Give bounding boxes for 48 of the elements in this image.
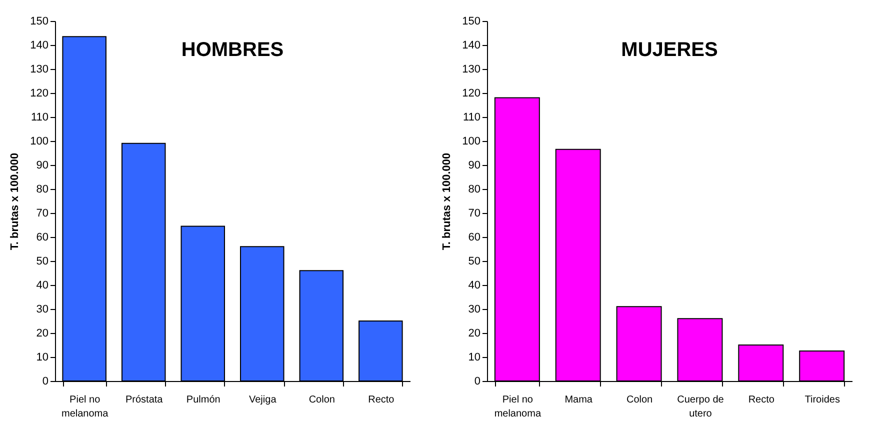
x-tick-label: Cuerpo de utero bbox=[677, 394, 724, 420]
y-tick-label: 30 bbox=[36, 304, 48, 316]
x-tick-label: Recto bbox=[368, 394, 395, 406]
y-tick-label: 130 bbox=[30, 64, 48, 76]
x-tick-label: Piel no melanoma bbox=[494, 394, 542, 420]
y-tick-label: 20 bbox=[468, 328, 480, 340]
y-tick-label: 140 bbox=[30, 40, 48, 52]
y-tick-label: 90 bbox=[36, 160, 48, 172]
y-tick-label: 100 bbox=[462, 136, 480, 148]
y-tick-label: 40 bbox=[468, 280, 480, 292]
x-tick-label: Colon bbox=[308, 394, 335, 406]
y-tick-label: 30 bbox=[468, 304, 480, 316]
y-tick-label: 110 bbox=[30, 112, 48, 124]
y-tick-label: 80 bbox=[36, 184, 48, 196]
y-tick-label: 60 bbox=[468, 232, 480, 244]
y-tick-label: 120 bbox=[462, 88, 480, 100]
x-tick-label: Colon bbox=[626, 394, 653, 406]
x-tick-label: Mama bbox=[564, 394, 593, 406]
x-tick-label: Tiroides bbox=[804, 394, 840, 406]
y-tick-label: 150 bbox=[30, 16, 48, 28]
y-tick-label: 20 bbox=[36, 328, 48, 340]
y-tick-label: 70 bbox=[36, 208, 48, 220]
y-tick-label: 110 bbox=[462, 112, 480, 124]
y-tick-label: 140 bbox=[462, 40, 480, 52]
x-tick-label: Piel no melanoma bbox=[61, 394, 109, 420]
x-tick-label: Pulmón bbox=[186, 394, 220, 406]
y-tick-label: 0 bbox=[474, 376, 480, 388]
x-tick-label: Vejiga bbox=[249, 394, 277, 406]
y-tick-label: 0 bbox=[42, 376, 48, 388]
y-tick-label: 10 bbox=[36, 352, 48, 364]
y-axis-title: T. brutas x 100.000 bbox=[441, 152, 454, 250]
y-tick-label: 50 bbox=[36, 256, 48, 268]
y-tick-label: 100 bbox=[30, 136, 48, 148]
y-axis-title: T. brutas x 100.000 bbox=[9, 152, 22, 250]
y-tick-label: 60 bbox=[36, 232, 48, 244]
y-tick-label: 10 bbox=[468, 352, 480, 364]
y-tick-label: 50 bbox=[468, 256, 480, 268]
y-tick-label: 40 bbox=[36, 280, 48, 292]
x-tick-label: Próstata bbox=[125, 394, 164, 406]
y-tick-label: 120 bbox=[30, 88, 48, 100]
text: MUJERES bbox=[621, 39, 718, 61]
y-tick-label: 80 bbox=[468, 184, 480, 196]
y-tick-label: 130 bbox=[462, 64, 480, 76]
y-tick-label: 70 bbox=[468, 208, 480, 220]
y-tick-label: 90 bbox=[468, 160, 480, 172]
x-tick-label: Recto bbox=[748, 394, 775, 406]
text: HOMBRES bbox=[181, 39, 284, 61]
y-tick-label: 150 bbox=[462, 16, 480, 28]
